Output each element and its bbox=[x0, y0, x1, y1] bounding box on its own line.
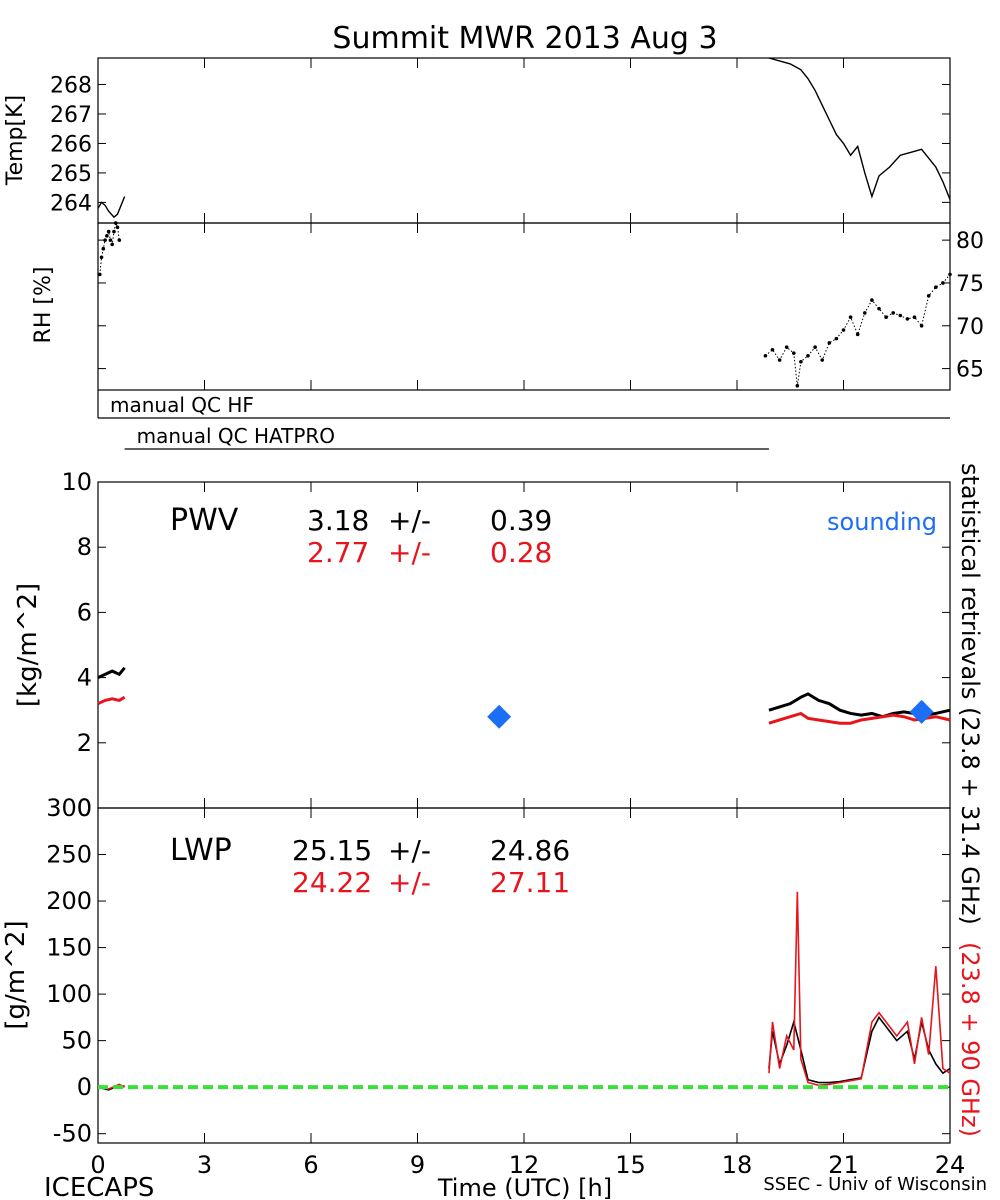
chart-title: Summit MWR 2013 Aug 3 bbox=[332, 21, 717, 56]
x-tick-label: 24 bbox=[935, 1151, 966, 1179]
lwp-stat-black-value: 25.15 bbox=[292, 834, 372, 867]
lwp-stat-red-err: 27.11 bbox=[490, 866, 570, 899]
rh-axis-label: RH [%] bbox=[31, 267, 56, 344]
pwv-series-red bbox=[97, 695, 126, 706]
pwv-stat-black-pm: +/- bbox=[388, 504, 431, 537]
x-tick-label: 9 bbox=[410, 1151, 425, 1179]
lwp-ytick-label: -50 bbox=[53, 1120, 92, 1148]
pwv-ytick-label: 2 bbox=[77, 729, 92, 757]
rh-point bbox=[926, 293, 931, 298]
rh-point bbox=[117, 238, 122, 242]
pwv-stat-red-pm: +/- bbox=[388, 536, 431, 569]
side-label-black: statistical retrievals (23.8 + 31.4 GHz) bbox=[956, 463, 984, 925]
rh-ytick-label: 75 bbox=[956, 272, 984, 297]
lwp-stat-black-pm: +/- bbox=[388, 834, 431, 867]
lwp-stat-red-pm: +/- bbox=[388, 866, 431, 899]
x-axis-label: Time (UTC) [h] bbox=[437, 1174, 612, 1200]
x-tick-label: 3 bbox=[197, 1151, 212, 1179]
pwv-axis-label: [kg/m^2] bbox=[13, 583, 43, 707]
qc-bar-label: manual QC HF bbox=[110, 393, 254, 417]
rh-series bbox=[765, 274, 951, 386]
lwp-label: LWP bbox=[170, 833, 232, 868]
lwp-ytick-label: 250 bbox=[46, 841, 92, 869]
sounding-point bbox=[487, 704, 512, 729]
lwp-ytick-label: 150 bbox=[46, 934, 92, 962]
lwp-ytick-label: 200 bbox=[46, 887, 92, 915]
temp-ytick-label: 267 bbox=[50, 103, 92, 128]
x-tick-label: 18 bbox=[722, 1151, 753, 1179]
temp-ytick-label: 264 bbox=[50, 191, 92, 216]
x-tick-label: 15 bbox=[615, 1151, 646, 1179]
x-tick-label: 12 bbox=[509, 1151, 540, 1179]
temp-series-black bbox=[97, 196, 126, 219]
side-label-red: (23.8 + 90 GHz) bbox=[956, 942, 984, 1137]
lwp-ytick-label: 100 bbox=[46, 980, 92, 1008]
pwv-ytick-label: 8 bbox=[77, 533, 92, 561]
rh-ytick-label: 70 bbox=[956, 315, 984, 340]
temp-axis-label: Temp[K] bbox=[3, 95, 28, 186]
rh-series bbox=[99, 221, 120, 275]
x-tick-label: 21 bbox=[828, 1151, 859, 1179]
temp-series-black bbox=[768, 57, 951, 200]
rh-point bbox=[905, 317, 910, 321]
lwp-axis-label: [g/m^2] bbox=[1, 920, 31, 1029]
pwv-stat-red-err: 0.28 bbox=[490, 536, 552, 569]
pwv-ytick-label: 6 bbox=[77, 598, 92, 626]
footer-right: SSEC - Univ of Wisconsin bbox=[763, 1174, 987, 1195]
rh-point bbox=[912, 315, 917, 320]
rh-point bbox=[97, 272, 102, 277]
pwv-ytick-label: 0 bbox=[77, 794, 92, 822]
temp-ytick-label: 266 bbox=[50, 132, 92, 157]
lwp-series-red bbox=[768, 891, 951, 1087]
pwv-stat-red-value: 2.77 bbox=[307, 536, 369, 569]
pwv-stat-black-err: 0.39 bbox=[490, 504, 552, 537]
temp-ytick-label: 268 bbox=[50, 74, 92, 99]
footer-left: ICECAPS bbox=[44, 1173, 154, 1200]
pwv-panel: 0 2 4 6 8 10 bbox=[61, 468, 951, 822]
x-tick-label: 0 bbox=[90, 1151, 105, 1179]
qc-bar-label: manual QC HATPRO bbox=[137, 424, 335, 448]
lwp-ytick-label: 300 bbox=[46, 794, 92, 822]
temperature-panel: 264 265 266 267 268 bbox=[50, 57, 951, 224]
relative-humidity-panel: 65 70 75 80 bbox=[97, 221, 984, 391]
qc-panel: manual QC HF manual QC HATPRO bbox=[97, 390, 950, 450]
temp-frame bbox=[97, 57, 951, 224]
lwp-ytick-label: 0 bbox=[77, 1073, 92, 1101]
pwv-series-black bbox=[97, 666, 126, 679]
rh-ytick-label: 80 bbox=[956, 229, 984, 254]
lwp-stat-black-err: 24.86 bbox=[490, 834, 570, 867]
x-tick-label: 6 bbox=[303, 1151, 318, 1179]
temp-ytick-label: 265 bbox=[50, 162, 92, 187]
pwv-ytick-label: 4 bbox=[77, 664, 92, 692]
rh-ytick-label: 65 bbox=[956, 358, 984, 383]
rh-frame bbox=[97, 222, 951, 391]
sounding-legend: sounding bbox=[827, 508, 937, 536]
rh-point bbox=[99, 255, 104, 260]
rh-point bbox=[115, 225, 120, 230]
rh-point bbox=[113, 221, 118, 225]
pwv-ytick-label: 10 bbox=[61, 468, 92, 496]
lwp-ytick-label: 50 bbox=[61, 1027, 92, 1055]
pwv-stat-black-value: 3.18 bbox=[307, 504, 369, 537]
pwv-label: PWV bbox=[170, 503, 239, 538]
pwv-series-red bbox=[768, 711, 951, 725]
lwp-stat-red-value: 24.22 bbox=[292, 866, 372, 899]
sounding-point bbox=[909, 699, 934, 724]
